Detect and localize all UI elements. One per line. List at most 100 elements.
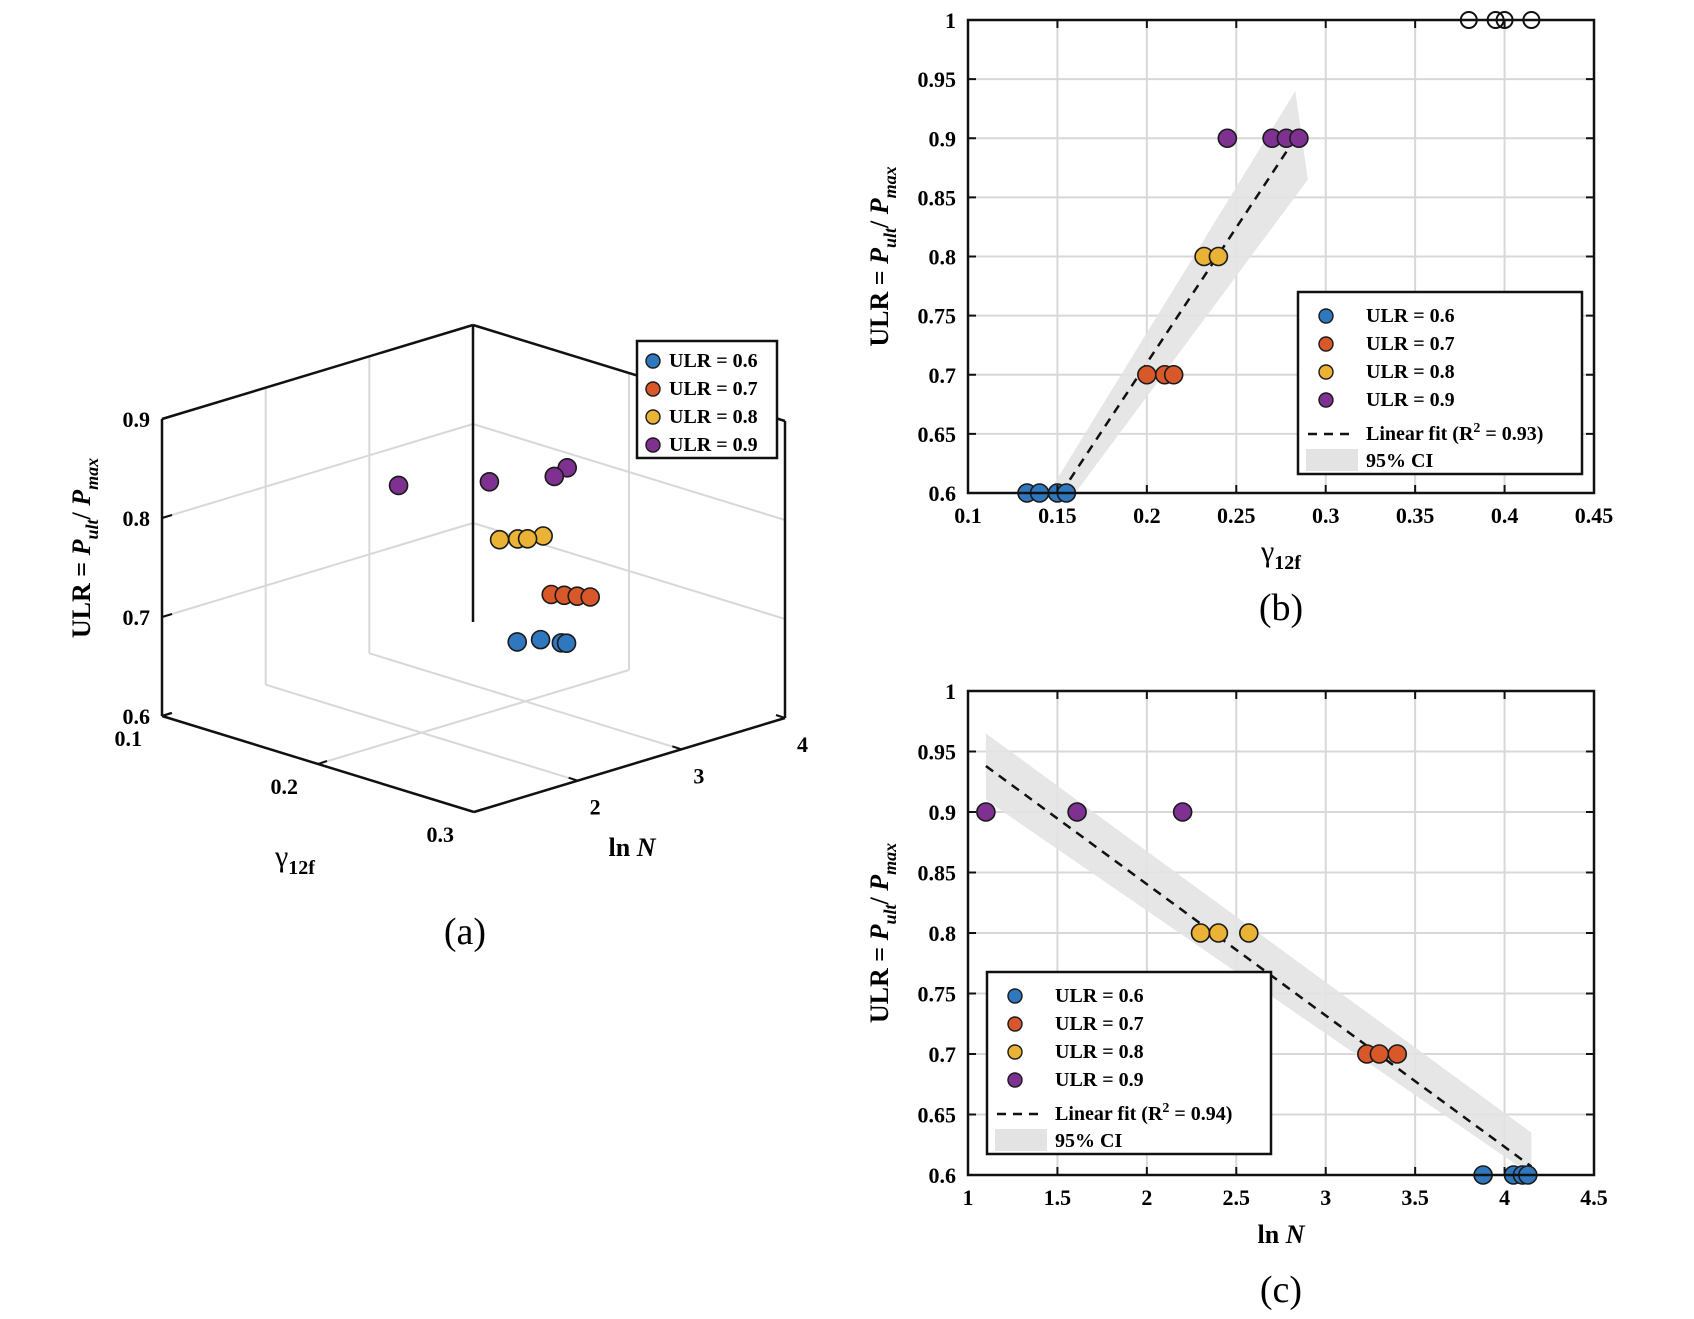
legend-marker: [645, 437, 661, 453]
y-axis-label: ULR = Pult/ Pmax: [865, 166, 900, 346]
x-tick-label: 0.15: [1038, 503, 1077, 528]
panel-label: (b): [1259, 587, 1303, 629]
legend-marker: [1007, 1016, 1023, 1032]
y-tick-label: 0.95: [918, 67, 957, 92]
linear-fit-line: [985, 765, 1533, 1168]
legend-entry: ULR = 0.9: [1055, 1069, 1144, 1091]
legend-marker: [1007, 1072, 1023, 1088]
legend-marker: [1318, 308, 1334, 324]
legend-entry: ULR = 0.8: [669, 406, 758, 428]
legend-marker: [1318, 336, 1334, 352]
y-tick-label: 0.6: [929, 481, 957, 506]
y-tick-label: 1: [945, 8, 956, 33]
data-point-ulr-9: [1289, 128, 1309, 149]
data-point-ulr-7: [1369, 1044, 1390, 1064]
legend-entry: ULR = 0.7: [669, 378, 758, 400]
legend-fit-label: Linear fit (R2 = 0.93): [1366, 421, 1543, 445]
x-tick-label: 1: [963, 1185, 974, 1210]
data-point-ulr-6: [530, 629, 551, 650]
y-tick-mark: [672, 745, 682, 751]
data-point-ulr-9: [1217, 128, 1238, 149]
x-tick-mark: [473, 808, 484, 813]
z-tick-mark: [161, 415, 173, 420]
y-tick-label: 0.85: [918, 861, 957, 886]
grid-line: [265, 683, 578, 782]
x-tick-label: 3: [1320, 1185, 1331, 1210]
y-axis-label: ln N: [609, 833, 657, 862]
data-point-ulr-8: [489, 529, 510, 550]
panel-label: (a): [444, 911, 486, 953]
legend-entry: ULR = 0.8: [1055, 1041, 1144, 1063]
legend-entry: ULR = 0.8: [1366, 361, 1455, 383]
legend-entry: ULR = 0.9: [1366, 389, 1455, 411]
x-tick-label: 4: [1499, 1185, 1510, 1210]
legend-marker: [1007, 1044, 1023, 1060]
y-tick-label: 0.75: [918, 304, 957, 329]
panel-c-scatter-lnN: 1 1.5 2 2.5 3 3.5 4 4.5 0.6 0.65 0.7 0.75 0.8 0.85 0.9…: [865, 679, 1608, 1311]
data-point-ulr-7: [1387, 1044, 1408, 1064]
axis-edge: [473, 716, 786, 814]
z-tick-label: 0.6: [123, 704, 151, 729]
y-tick-label: 3: [693, 763, 704, 788]
legend-ci-swatch: [995, 1129, 1047, 1151]
legend-entry: ULR = 0.6: [1055, 985, 1144, 1007]
data-point-ulr-7: [1163, 364, 1184, 385]
legend-entry: ULR = 0.9: [669, 434, 758, 456]
y-tick-label: 0.85: [918, 185, 957, 210]
data-point-ulr-9: [976, 802, 996, 822]
y-tick-label: 0.8: [929, 245, 957, 270]
x-tick-label: 2.5: [1223, 1185, 1251, 1210]
data-point-ulr-6: [556, 633, 577, 654]
x-tick-label: 3.5: [1401, 1185, 1429, 1210]
legend-entry: ULR = 0.6: [1366, 305, 1455, 327]
x-tick-label: 1.5: [1044, 1185, 1072, 1210]
ci-band: [985, 733, 1532, 1175]
x-tick-label: 0.2: [1133, 503, 1161, 528]
y-tick-label: 4: [797, 732, 808, 757]
y-tick-label: 0.95: [918, 740, 957, 765]
x-tick-label: 0.35: [1396, 503, 1435, 528]
y-tick-label: 1: [945, 679, 956, 704]
y-tick-label: 0.8: [929, 921, 957, 946]
legend-fit-label: Linear fit (R2 = 0.94): [1055, 1101, 1232, 1125]
data-point-ulr-9: [1172, 802, 1193, 822]
grid-line: [317, 669, 630, 765]
panel-label: (c): [1260, 1269, 1302, 1311]
data-point-ulr-9: [544, 466, 565, 487]
x-axis-label: γ12f: [1260, 535, 1301, 574]
data-point-ulr-6: [507, 632, 528, 652]
data-point-ulr-8: [1190, 923, 1211, 943]
y-tick-label: 0.65: [918, 1103, 957, 1128]
legend-box: [1296, 290, 1584, 476]
legend-marker: [1318, 392, 1334, 408]
legend-box: [985, 970, 1273, 1156]
legend-marker: [1318, 364, 1334, 380]
data-point-ulr-8: [517, 529, 538, 549]
y-tick-label: 0.65: [918, 422, 957, 447]
y-tick-label: 0.9: [929, 800, 957, 825]
x-tick-label: 0.4: [1491, 503, 1519, 528]
grid-line: [161, 522, 474, 618]
legend-marker: [645, 381, 661, 397]
panel-a-3d-scatter: 0.6 0.7 0.8 0.9 0.1 0.2 0.3 2 3 4 γ12f ln N ULR = Pu…: [67, 323, 808, 953]
y-tick-label: 0.75: [918, 982, 957, 1007]
x-tick-mark: [317, 760, 328, 765]
z-tick-label: 0.8: [123, 506, 151, 531]
x-tick-label: 0.1: [115, 726, 143, 751]
legend-ci-label: 95% CI: [1366, 450, 1433, 472]
y-tick-label: 2: [590, 795, 601, 820]
y-tick-mark: [568, 776, 578, 782]
data-point-ulr-8: [1239, 923, 1259, 943]
x-tick-label: 2: [1141, 1185, 1152, 1210]
y-tick-label: 0.6: [929, 1163, 957, 1188]
data-point-ulr-7: [1137, 364, 1157, 385]
legend-entry: ULR = 0.7: [1366, 333, 1455, 355]
y-tick-mark: [775, 714, 786, 719]
x-tick-label: 4.5: [1580, 1185, 1608, 1210]
legend-entry: ULR = 0.7: [1055, 1013, 1144, 1035]
data-point-ulr-8: [1208, 246, 1229, 267]
x-tick-label: 0.2: [271, 774, 299, 799]
y-tick-label: 0.7: [929, 363, 957, 388]
x-tick-mark: [161, 712, 172, 717]
